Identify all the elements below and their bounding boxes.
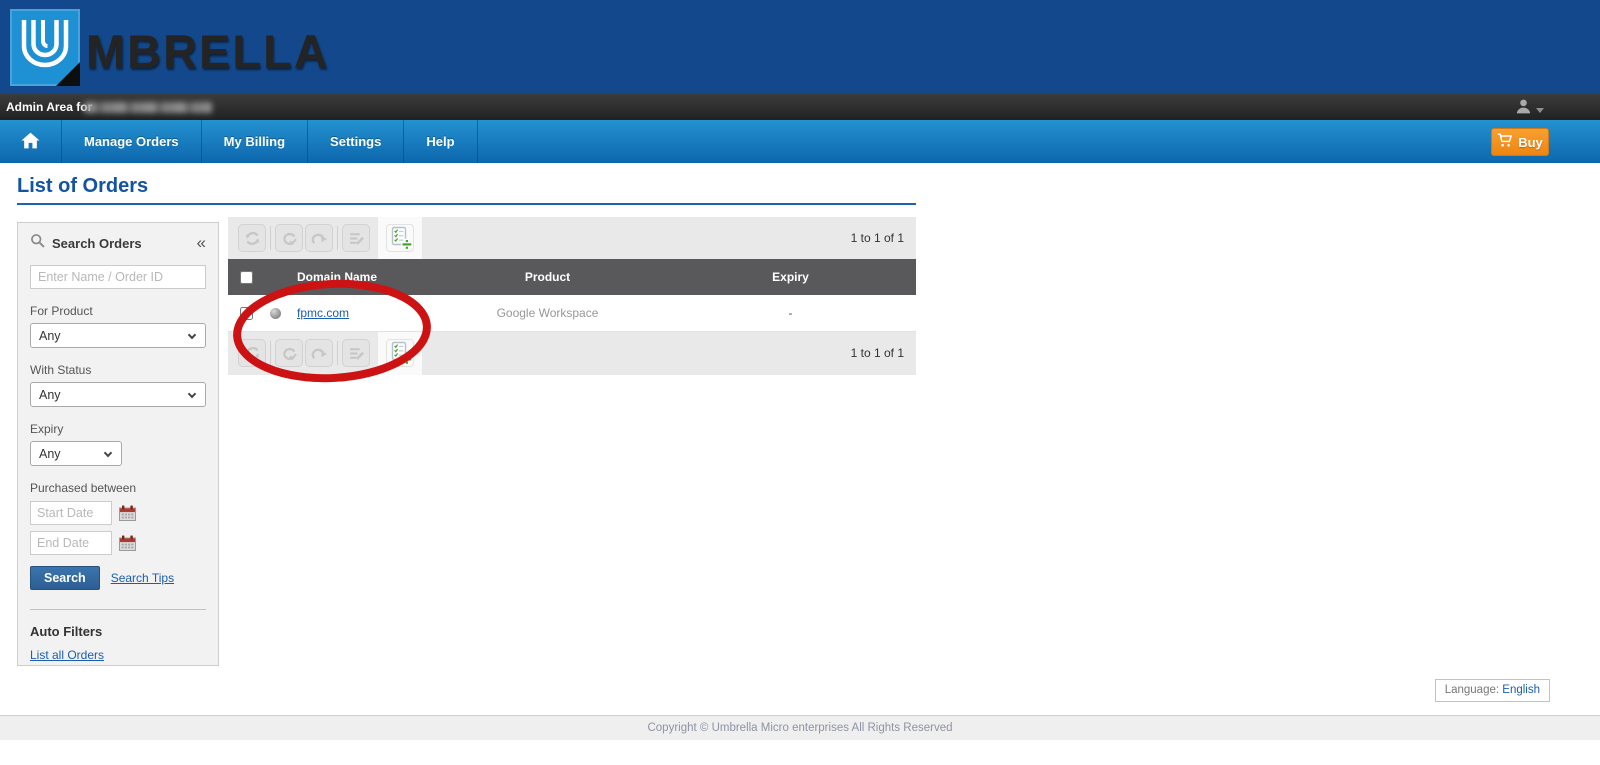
renew-check-icon[interactable] [275, 339, 303, 367]
pagination-bottom: 1 to 1 of 1 [850, 346, 904, 360]
page-title: List of Orders [17, 175, 149, 197]
edit-list-icon[interactable] [342, 224, 370, 252]
table-header-row: Domain Name Product Expiry [228, 259, 916, 295]
sidebar-divider [30, 609, 206, 610]
globe-icon [270, 307, 281, 319]
cart-icon [1497, 133, 1513, 151]
order-search-input[interactable] [30, 265, 206, 289]
admin-bar: Admin Area for [0, 94, 1600, 120]
title-underline [17, 203, 916, 205]
search-panel-title: Search Orders [52, 235, 142, 251]
top-banner: MBRELLA [0, 0, 1600, 94]
nav-my-billing[interactable]: My Billing [202, 120, 309, 163]
auto-filters-title: Auto Filters [30, 624, 103, 639]
table-toolbar-top: 1 to 1 of 1 [228, 217, 916, 259]
add-list-icon[interactable] [386, 224, 414, 252]
add-list-icon[interactable] [386, 339, 414, 367]
move-arrow-icon[interactable] [305, 339, 333, 367]
column-product: Product [524, 270, 571, 284]
buy-button[interactable]: Buy [1491, 128, 1549, 156]
nav-settings[interactable]: Settings [308, 120, 405, 163]
column-domain-name: Domain Name [297, 270, 378, 284]
product-select-wrap: Any [30, 323, 206, 348]
domain-link[interactable]: fpmc.com [297, 306, 350, 320]
redacted-email [84, 102, 212, 113]
toolbar-separator [337, 226, 338, 250]
language-link[interactable]: English [1502, 684, 1540, 696]
language-label: Language: [1444, 684, 1500, 696]
expiry-label: Expiry [30, 422, 64, 436]
umbrella-logo-icon [10, 9, 80, 86]
product-cell: Google Workspace [496, 306, 599, 320]
buy-label: Buy [1518, 134, 1543, 150]
purchased-between-label: Purchased between [30, 481, 137, 495]
nav-help[interactable]: Help [404, 120, 478, 163]
refresh-icon[interactable] [238, 339, 266, 367]
main-nav: Manage Orders My Billing Settings Help B… [0, 120, 1600, 163]
for-product-label: For Product [30, 304, 93, 318]
user-icon [1515, 98, 1532, 120]
user-menu[interactable] [1515, 98, 1544, 120]
collapse-panel-icon[interactable]: « [196, 233, 206, 252]
nav-manage-orders[interactable]: Manage Orders [62, 120, 202, 163]
row-checkbox[interactable] [240, 306, 253, 320]
table-row: fpmc.com Google Workspace - [228, 295, 916, 332]
filter-list-all-orders[interactable]: List all Orders [30, 648, 105, 662]
nav-home[interactable] [0, 120, 62, 163]
orders-table: 1 to 1 of 1 Domain Name Product Expiry f… [228, 217, 916, 383]
copyright-text: Copyright © Umbrella Micro enterprises A… [647, 722, 953, 734]
language-box: Language: English [1434, 679, 1550, 702]
footer: Copyright © Umbrella Micro enterprises A… [0, 715, 1600, 740]
toolbar-separator [270, 341, 271, 365]
admin-area-label: Admin Area for [6, 100, 93, 114]
product-select[interactable]: Any [31, 324, 205, 347]
search-orders-panel: Search Orders « For Product Any With Sta… [17, 222, 219, 666]
renew-check-icon[interactable] [275, 224, 303, 252]
status-select[interactable]: Any [31, 383, 205, 406]
table-toolbar-bottom: 1 to 1 of 1 [228, 332, 916, 375]
move-arrow-icon[interactable] [305, 224, 333, 252]
edit-list-icon[interactable] [342, 339, 370, 367]
toolbar-separator [337, 341, 338, 365]
expiry-select[interactable]: Any [31, 442, 121, 465]
expiry-select-wrap: Any [30, 441, 122, 466]
caret-down-icon [1536, 108, 1544, 113]
with-status-label: With Status [30, 363, 92, 377]
pagination-top: 1 to 1 of 1 [850, 231, 904, 245]
start-date-input[interactable] [30, 501, 112, 525]
status-select-wrap: Any [30, 382, 206, 407]
search-icon [30, 233, 45, 253]
calendar-icon[interactable] [119, 505, 136, 521]
home-icon [21, 132, 40, 152]
calendar-icon[interactable] [119, 535, 136, 551]
column-expiry: Expiry [772, 270, 809, 284]
refresh-icon[interactable] [238, 224, 266, 252]
search-button[interactable]: Search [30, 566, 100, 590]
search-tips-link[interactable]: Search Tips [110, 571, 175, 585]
brand-wordmark: MBRELLA [86, 25, 330, 78]
expiry-cell: - [788, 306, 793, 320]
select-all-checkbox[interactable] [240, 270, 253, 284]
toolbar-separator [270, 226, 271, 250]
end-date-input[interactable] [30, 531, 112, 555]
